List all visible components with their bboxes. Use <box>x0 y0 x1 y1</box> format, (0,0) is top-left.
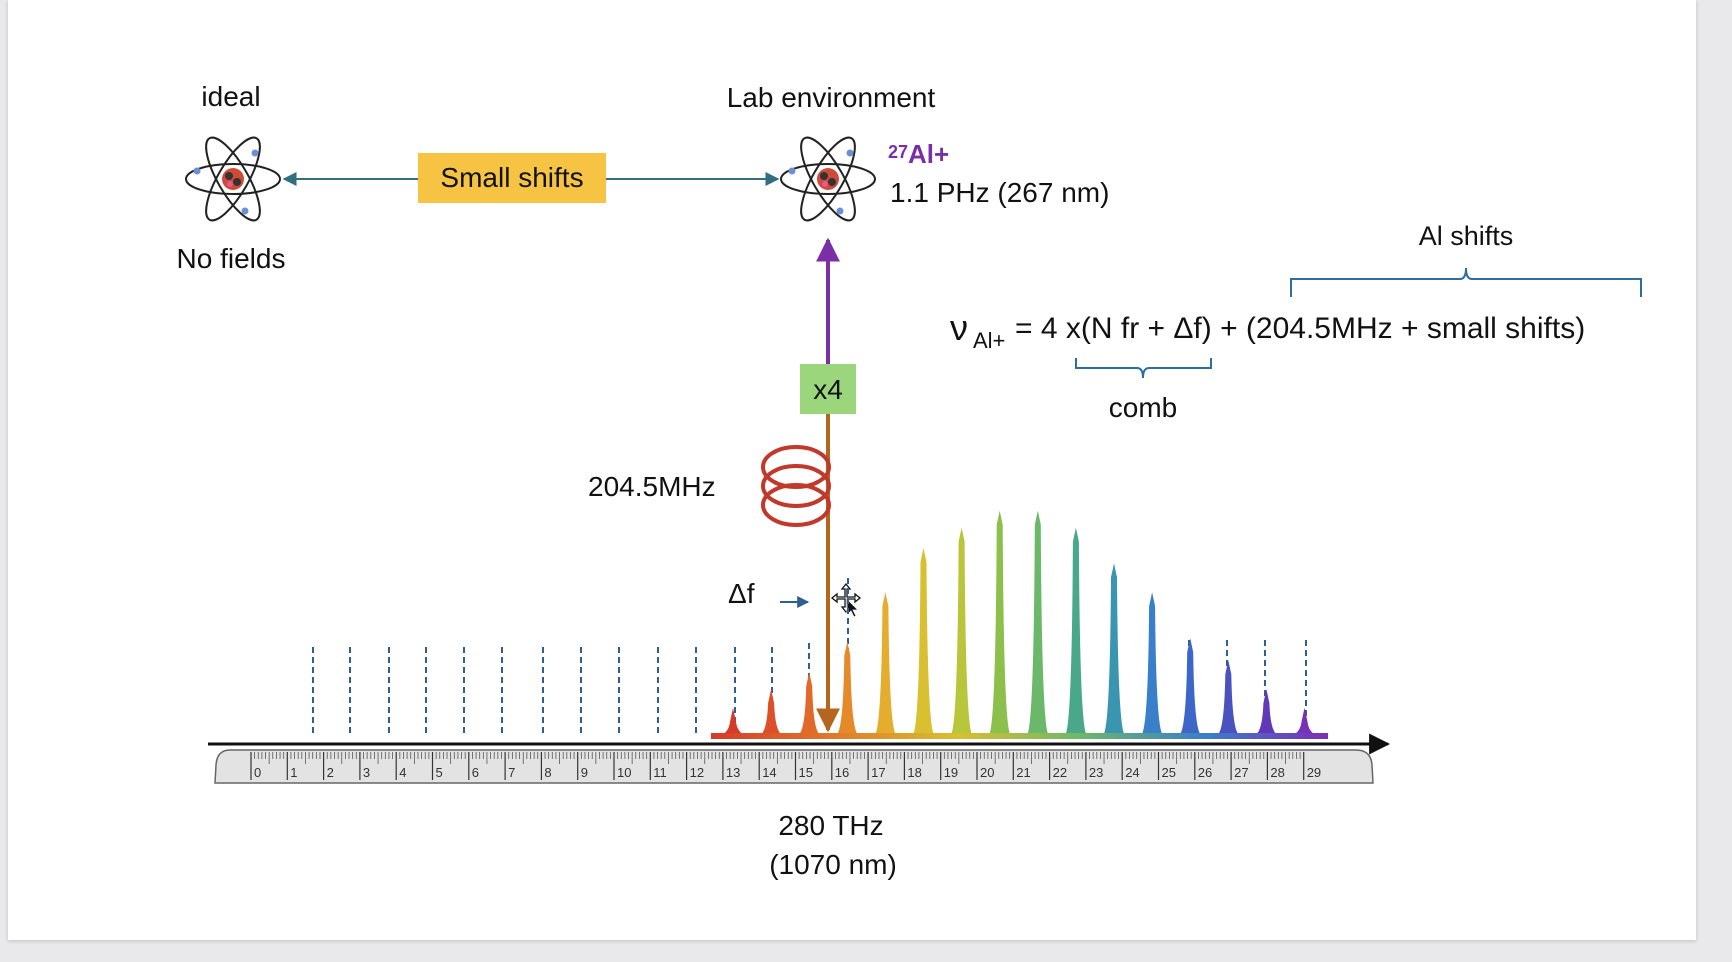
lab-environment-label: Lab environment <box>727 82 936 113</box>
ruler-tick-label: 4 <box>399 765 406 780</box>
spectral-peak <box>836 641 859 735</box>
ruler-tick-label: 24 <box>1125 765 1139 780</box>
ruler-tick-label: 10 <box>617 765 631 780</box>
move-cursor-icon <box>830 582 862 618</box>
equation-nu-subscript: Al+ <box>973 328 1005 353</box>
spectral-peak <box>950 527 973 735</box>
delta-f-label: Δf <box>728 578 755 609</box>
spectral-peak <box>1026 510 1049 735</box>
multiplier-label: x4 <box>813 374 843 405</box>
transition-frequency: 1.1 PHz (267 nm) <box>890 177 1109 208</box>
small-shifts-label: Small shifts <box>440 162 583 193</box>
spectral-peak <box>1141 592 1164 735</box>
ruler-tick-label: 16 <box>835 765 849 780</box>
ruler-tick-label: 25 <box>1162 765 1176 780</box>
spectral-peak <box>798 672 821 735</box>
multiplier-box <box>800 364 856 414</box>
ruler-ticks: 0 1 2 3 4 5 6 7 8 9 10 11 12 13 14 15 16 17 18 19 20 21 22 23 24… <box>250 752 1321 780</box>
spectral-peaks <box>722 510 1316 735</box>
ruler-tick-label: 5 <box>436 765 443 780</box>
slide: ideal No fields Lab environment Small sh… <box>8 0 1696 940</box>
ruler-tick-label: 26 <box>1198 765 1212 780</box>
al-shifts-label: Al shifts <box>1419 221 1514 251</box>
ruler-tick-label: 27 <box>1234 765 1248 780</box>
ruler-tick-label: 20 <box>980 765 994 780</box>
spectral-peak <box>1255 689 1278 735</box>
ruler-tick-label: 22 <box>1053 765 1067 780</box>
spectral-peak <box>1293 707 1316 735</box>
isotope-mass: 27 <box>888 142 908 162</box>
ruler-tick-label: 13 <box>726 765 740 780</box>
spectrum-baseline <box>711 733 1328 739</box>
equation-nu: ν <box>950 307 968 348</box>
spectral-peak <box>988 510 1011 735</box>
ruler-tick-label: 9 <box>581 765 588 780</box>
ruler-tick-label: 19 <box>944 765 958 780</box>
ruler-tick-label: 6 <box>472 765 479 780</box>
ruler-tick-label: 3 <box>363 765 370 780</box>
ruler-tick-label: 8 <box>544 765 551 780</box>
ruler-tick-label: 12 <box>690 765 704 780</box>
spectral-peak <box>1217 660 1240 735</box>
spectral-peak <box>912 548 935 735</box>
ruler-tick-label: 7 <box>508 765 515 780</box>
atom-icon-lab <box>780 136 876 222</box>
ruler-tick-label: 11 <box>653 765 667 780</box>
ruler-tick-label: 15 <box>799 765 813 780</box>
spectral-peak <box>1064 527 1087 735</box>
ruler-tick-label: 18 <box>907 765 921 780</box>
ruler-tick-label: 14 <box>762 765 776 780</box>
isotope-symbol: Al+ <box>908 139 949 169</box>
spectral-peak <box>722 707 744 735</box>
spectral-peak <box>760 689 783 735</box>
ruler-tick-label: 17 <box>871 765 885 780</box>
comb-label: comb <box>1109 392 1177 423</box>
no-fields-label: No fields <box>177 243 286 274</box>
coil-icon <box>761 445 831 527</box>
ruler-tick-label: 28 <box>1270 765 1284 780</box>
ruler-tick-label: 1 <box>290 765 297 780</box>
carrier-frequency-label: 280 THz <box>778 810 883 841</box>
small-shifts-box <box>418 153 606 203</box>
ruler-tick-label: 23 <box>1089 765 1103 780</box>
al-shifts-brace <box>1290 267 1642 297</box>
equation-rhs: = 4 x(N fr + Δf) + (204.5MHz + small shi… <box>1015 312 1585 345</box>
ruler-tick-label: 2 <box>327 765 334 780</box>
spectral-peak <box>1179 638 1202 735</box>
carrier-wavelength-label: (1070 nm) <box>769 849 897 880</box>
frequency-comb-diagram: ideal No fields Lab environment Small sh… <box>177 81 1642 880</box>
spectral-peak <box>1103 563 1125 735</box>
aom-frequency-label: 204.5MHz <box>588 471 716 502</box>
ruler-tick-label: 0 <box>254 765 261 780</box>
atom-icon-ideal <box>185 136 281 222</box>
ruler-tick-label: 21 <box>1016 765 1030 780</box>
spectral-peak <box>874 592 897 735</box>
comb-brace <box>1075 358 1212 379</box>
ruler-tick-label: 29 <box>1307 765 1321 780</box>
ideal-label: ideal <box>201 81 260 112</box>
